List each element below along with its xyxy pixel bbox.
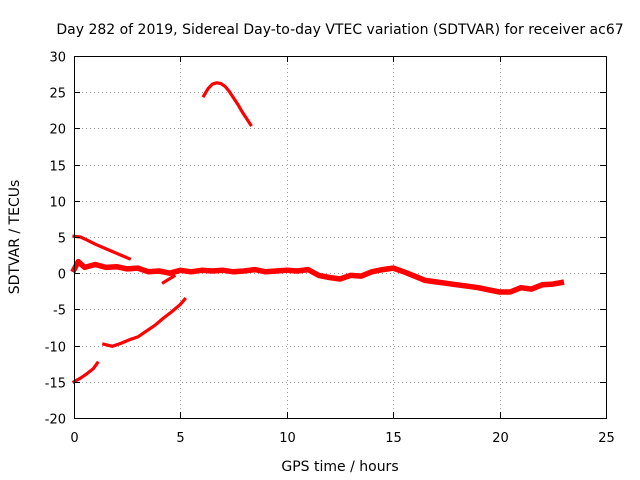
y-tick-label: 25	[49, 87, 66, 102]
y-tick-label: 15	[49, 160, 66, 175]
y-tick-label: 20	[49, 123, 66, 138]
data-series	[70, 81, 565, 384]
x-axis-label: GPS time / hours	[281, 459, 398, 475]
y-tick-label: -15	[45, 377, 66, 392]
x-tick-label: 15	[385, 431, 402, 446]
series-high-arc	[201, 81, 253, 128]
series-small-segment	[161, 273, 177, 285]
y-tick-label: 5	[58, 232, 66, 247]
x-tick-label: 5	[176, 431, 184, 446]
y-axis-label: SDTVAR / TECUs	[7, 180, 23, 295]
axis-ticks: 0 5 10 15 20 25 -20 -15 -10 -5 0 5 10 15 20 25 30	[45, 51, 615, 447]
series-lower-left-a	[71, 360, 100, 384]
x-tick-label: 20	[492, 431, 509, 446]
y-tick-label: -20	[45, 413, 66, 428]
y-tick-label: -5	[53, 304, 66, 319]
series-main-trend	[70, 258, 565, 295]
grid	[74, 56, 606, 418]
series-lower-left-b	[101, 297, 187, 348]
chart-title: Day 282 of 2019, Sidereal Day-to-day VTE…	[56, 22, 623, 38]
series-upper-left	[72, 234, 132, 261]
y-tick-label: 0	[58, 268, 66, 283]
y-tick-label: 30	[49, 51, 66, 66]
y-tick-label: 10	[49, 196, 66, 211]
x-tick-label: 25	[598, 431, 615, 446]
x-tick-label: 0	[70, 431, 78, 446]
x-tick-label: 10	[279, 431, 296, 446]
y-tick-label: -10	[45, 341, 66, 356]
